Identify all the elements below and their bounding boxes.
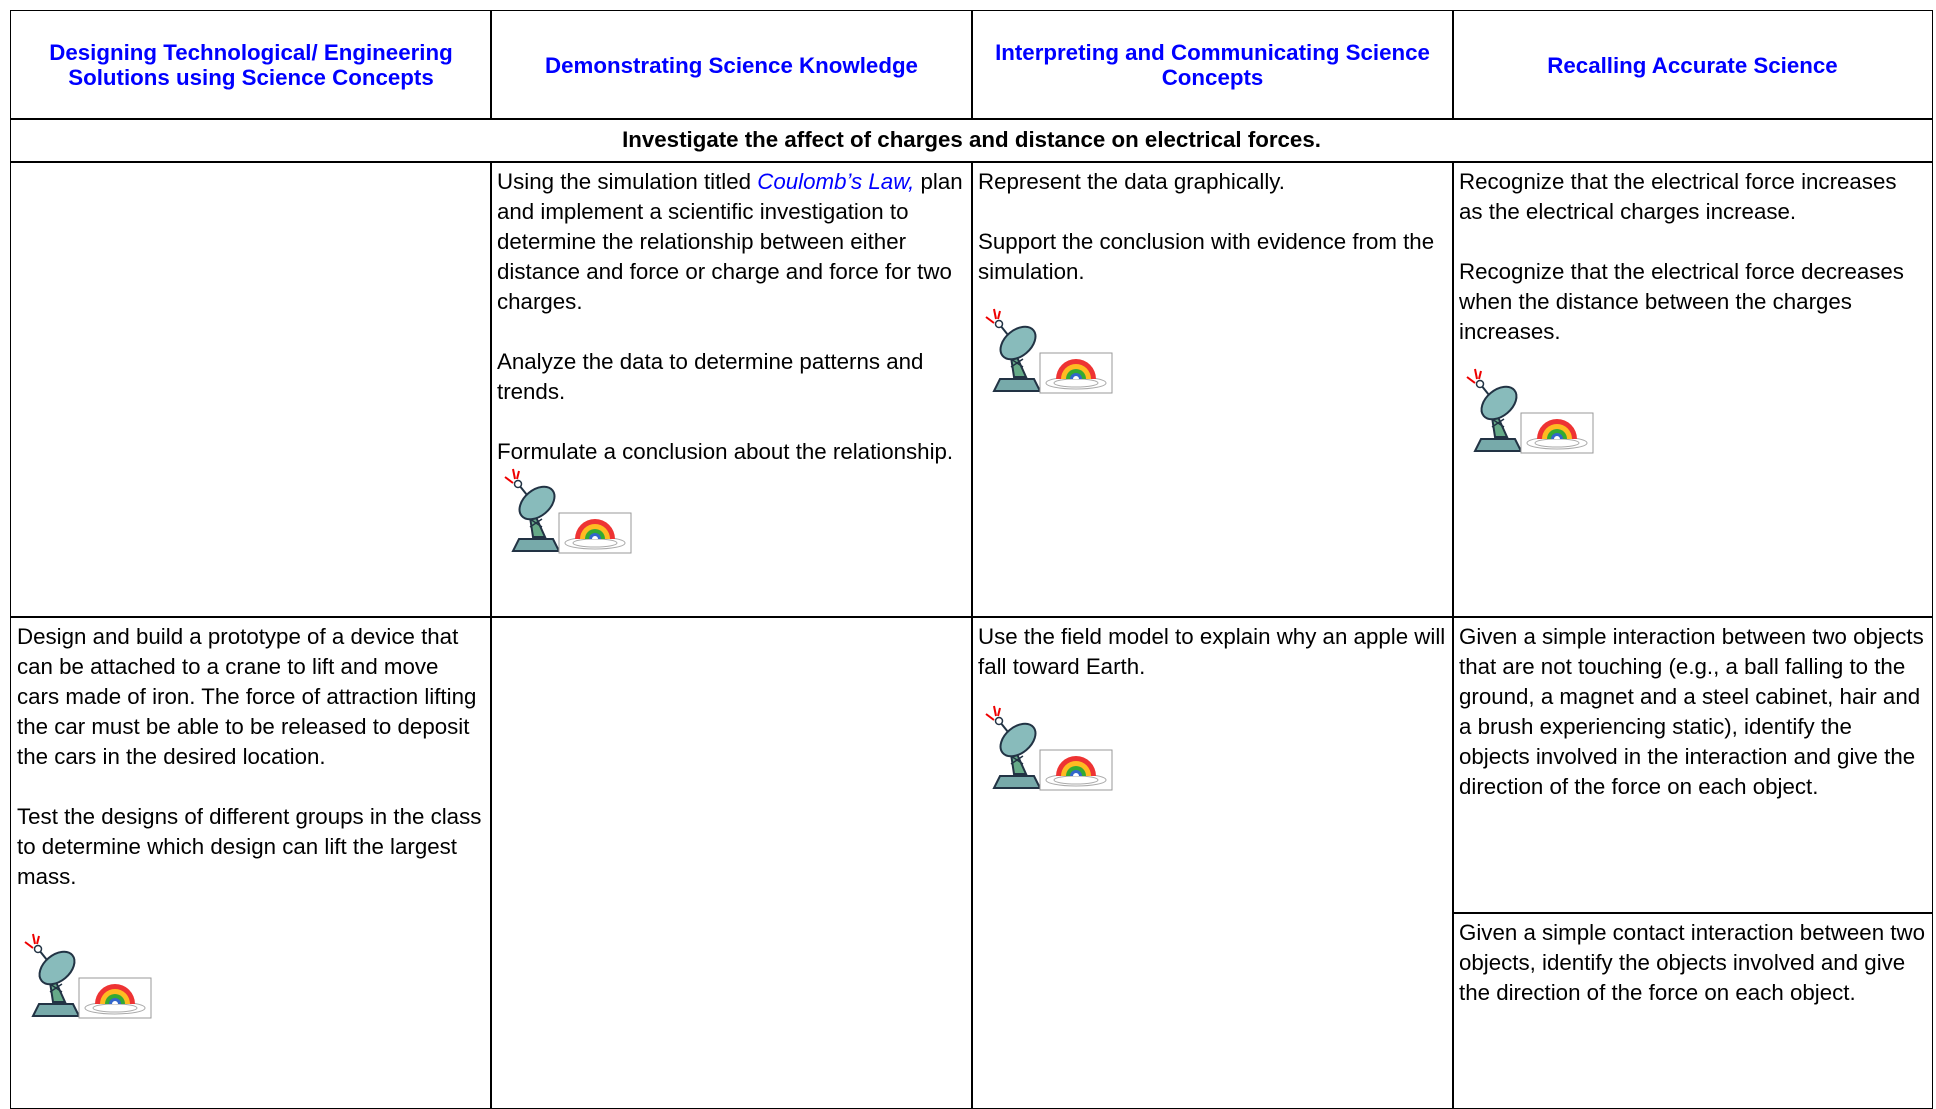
paragraph: Recognize that the electrical force decr…: [1459, 259, 1904, 344]
cell: Represent the data graphically. Support …: [971, 161, 1454, 618]
header: Designing Technological/ Engineering Sol…: [49, 40, 453, 90]
paragraph: Represent the data graphically.: [978, 169, 1285, 194]
header: Demonstrating Science Knowledge: [545, 52, 918, 78]
cell: Given a simple interaction between two o…: [1452, 616, 1933, 914]
cell: Using the simulation titled Coulomb’s La…: [490, 161, 973, 618]
cell: Given a simple contact interaction betwe…: [1452, 912, 1933, 1109]
cell: Design and build a prototype of a device…: [10, 616, 492, 1109]
icon: [978, 704, 1113, 792]
icon: [497, 467, 632, 555]
paragraph: Use the field model to explain why an ap…: [978, 624, 1446, 679]
paragraph: Using the simulation titled Coulomb’s La…: [497, 167, 966, 317]
paragraph: Support the conclusion with evidence fro…: [978, 229, 1435, 284]
cell: Use the field model to explain why an ap…: [971, 616, 1454, 1109]
header-cell: Demonstrating Science Knowledge: [490, 10, 973, 120]
link[interactable]: Coulomb’s Law,: [757, 169, 915, 194]
paragraph: Given a simple contact interaction betwe…: [1459, 920, 1926, 1005]
paragraph: Formulate a conclusion about the relatio…: [497, 439, 954, 464]
icon: [17, 932, 152, 1020]
cell: [10, 161, 492, 618]
icon: [1459, 367, 1594, 455]
icon: [978, 307, 1113, 395]
paragraph: Given a simple interaction between two o…: [1459, 624, 1924, 799]
text: Using the simulation titled: [497, 169, 758, 194]
paragraph: Design and build a prototype of a device…: [17, 624, 477, 769]
header-cell: Recalling Accurate Science: [1452, 10, 1933, 120]
cell: [490, 616, 973, 1109]
header: Recalling Accurate Science: [1547, 52, 1838, 78]
header-cell: Designing Technological/ Engineering Sol…: [10, 10, 492, 120]
section-title: Investigate the affect of charges and di…: [10, 118, 1933, 163]
text: plan and implement a scientific investig…: [497, 169, 963, 314]
header: Interpreting and Communicating Science C…: [995, 40, 1430, 90]
paragraph: Recognize that the electrical force incr…: [1459, 169, 1897, 224]
cell: Recognize that the electrical force incr…: [1452, 161, 1933, 618]
paragraph: Analyze the data to determine patterns a…: [497, 349, 924, 404]
header-cell: Interpreting and Communicating Science C…: [971, 10, 1454, 120]
paragraph: Test the designs of different groups in …: [17, 804, 482, 889]
